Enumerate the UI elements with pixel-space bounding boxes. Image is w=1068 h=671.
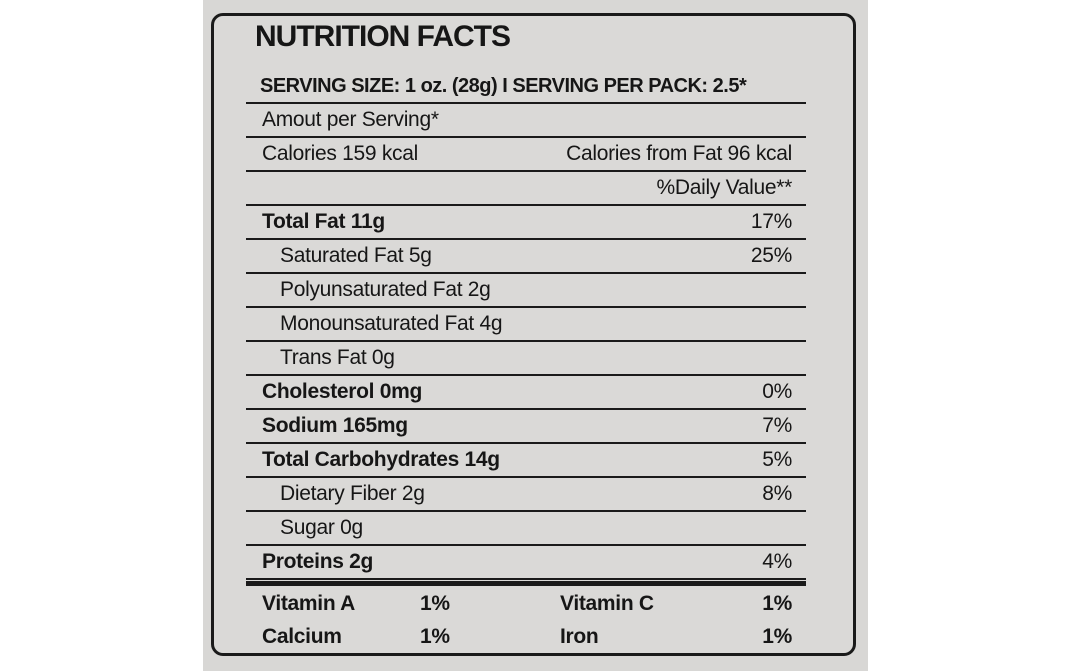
micronutrient-row-2: Calcium 1% Iron 1%	[246, 621, 806, 652]
nutrient-row-monounsaturated-fat: Monounsaturated Fat 4g	[246, 308, 806, 342]
calories-from-fat-label: Calories from Fat 96 kcal	[566, 142, 792, 165]
nutrient-name: Saturated Fat 5g	[280, 244, 432, 267]
micronutrient-name: Vitamin C	[560, 591, 654, 615]
nutrient-row-trans-fat: Trans Fat 0g	[246, 342, 806, 376]
serving-size-line: SERVING SIZE: 1 oz. (28g) I SERVING PER …	[246, 75, 806, 104]
nutrient-name: Polyunsaturated Fat 2g	[280, 278, 491, 301]
calories-label: Calories 159 kcal	[262, 142, 418, 165]
nutrient-row-polyunsaturated-fat: Polyunsaturated Fat 2g	[246, 274, 806, 308]
micronutrient-value: 1%	[420, 624, 450, 648]
nutrient-row-saturated-fat: Saturated Fat 5g 25%	[246, 240, 806, 274]
micronutrient-value: 1%	[420, 591, 450, 615]
micronutrient-value: 1%	[762, 624, 792, 648]
panel-content: NUTRITION FACTS SERVING SIZE: 1 oz. (28g…	[214, 16, 853, 652]
nutrient-row-total-carbohydrates: Total Carbohydrates 14g 5%	[246, 444, 806, 478]
nutrient-daily-value: 8%	[762, 482, 792, 505]
nutrient-row-proteins: Proteins 2g 4%	[246, 546, 806, 580]
nutrient-name: Cholesterol 0mg	[262, 380, 423, 403]
nutrition-facts-panel: NUTRITION FACTS SERVING SIZE: 1 oz. (28g…	[211, 13, 856, 656]
daily-value-header: %Daily Value**	[656, 176, 793, 199]
section-divider-bar	[246, 581, 806, 586]
micronutrient-name: Vitamin A	[262, 591, 355, 615]
nutrient-daily-value: 4%	[762, 550, 792, 573]
label-photo-background: NUTRITION FACTS SERVING SIZE: 1 oz. (28g…	[203, 0, 868, 671]
amount-per-serving-row: Amout per Serving*	[246, 104, 806, 138]
nutrient-name: Trans Fat 0g	[280, 346, 395, 369]
nutrient-row-cholesterol: Cholesterol 0mg 0%	[246, 376, 806, 410]
nutrient-name: Dietary Fiber 2g	[280, 482, 425, 505]
nutrient-row-total-fat: Total Fat 11g 17%	[246, 206, 806, 240]
nutrient-row-sodium: Sodium 165mg 7%	[246, 410, 806, 444]
micronutrient-value: 1%	[762, 591, 792, 615]
amount-per-serving-label: Amout per Serving*	[262, 108, 439, 131]
nutrition-facts-title: NUTRITION FACTS	[255, 20, 511, 53]
nutrient-name: Monounsaturated Fat 4g	[280, 312, 503, 335]
nutrient-name: Total Carbohydrates 14g	[262, 448, 500, 471]
nutrient-daily-value: 0%	[762, 380, 792, 403]
nutrient-name: Proteins 2g	[262, 550, 374, 573]
daily-value-header-row: %Daily Value**	[246, 172, 806, 206]
micronutrient-name: Iron	[560, 624, 599, 648]
nutrient-row-sugar: Sugar 0g	[246, 512, 806, 546]
calories-row: Calories 159 kcal Calories from Fat 96 k…	[246, 138, 806, 172]
nutrient-daily-value: 25%	[750, 244, 792, 267]
nutrient-daily-value: 7%	[762, 414, 792, 437]
micronutrient-name: Calcium	[262, 624, 342, 648]
nutrient-row-dietary-fiber: Dietary Fiber 2g 8%	[246, 478, 806, 512]
micronutrient-row-1: Vitamin A 1% Vitamin C 1%	[246, 588, 806, 619]
nutrient-daily-value: 17%	[750, 210, 792, 233]
nutrient-name: Total Fat 11g	[262, 210, 385, 233]
nutrient-name: Sugar 0g	[280, 516, 363, 539]
nutrient-daily-value: 5%	[762, 448, 792, 471]
nutrient-name: Sodium 165mg	[262, 414, 408, 437]
